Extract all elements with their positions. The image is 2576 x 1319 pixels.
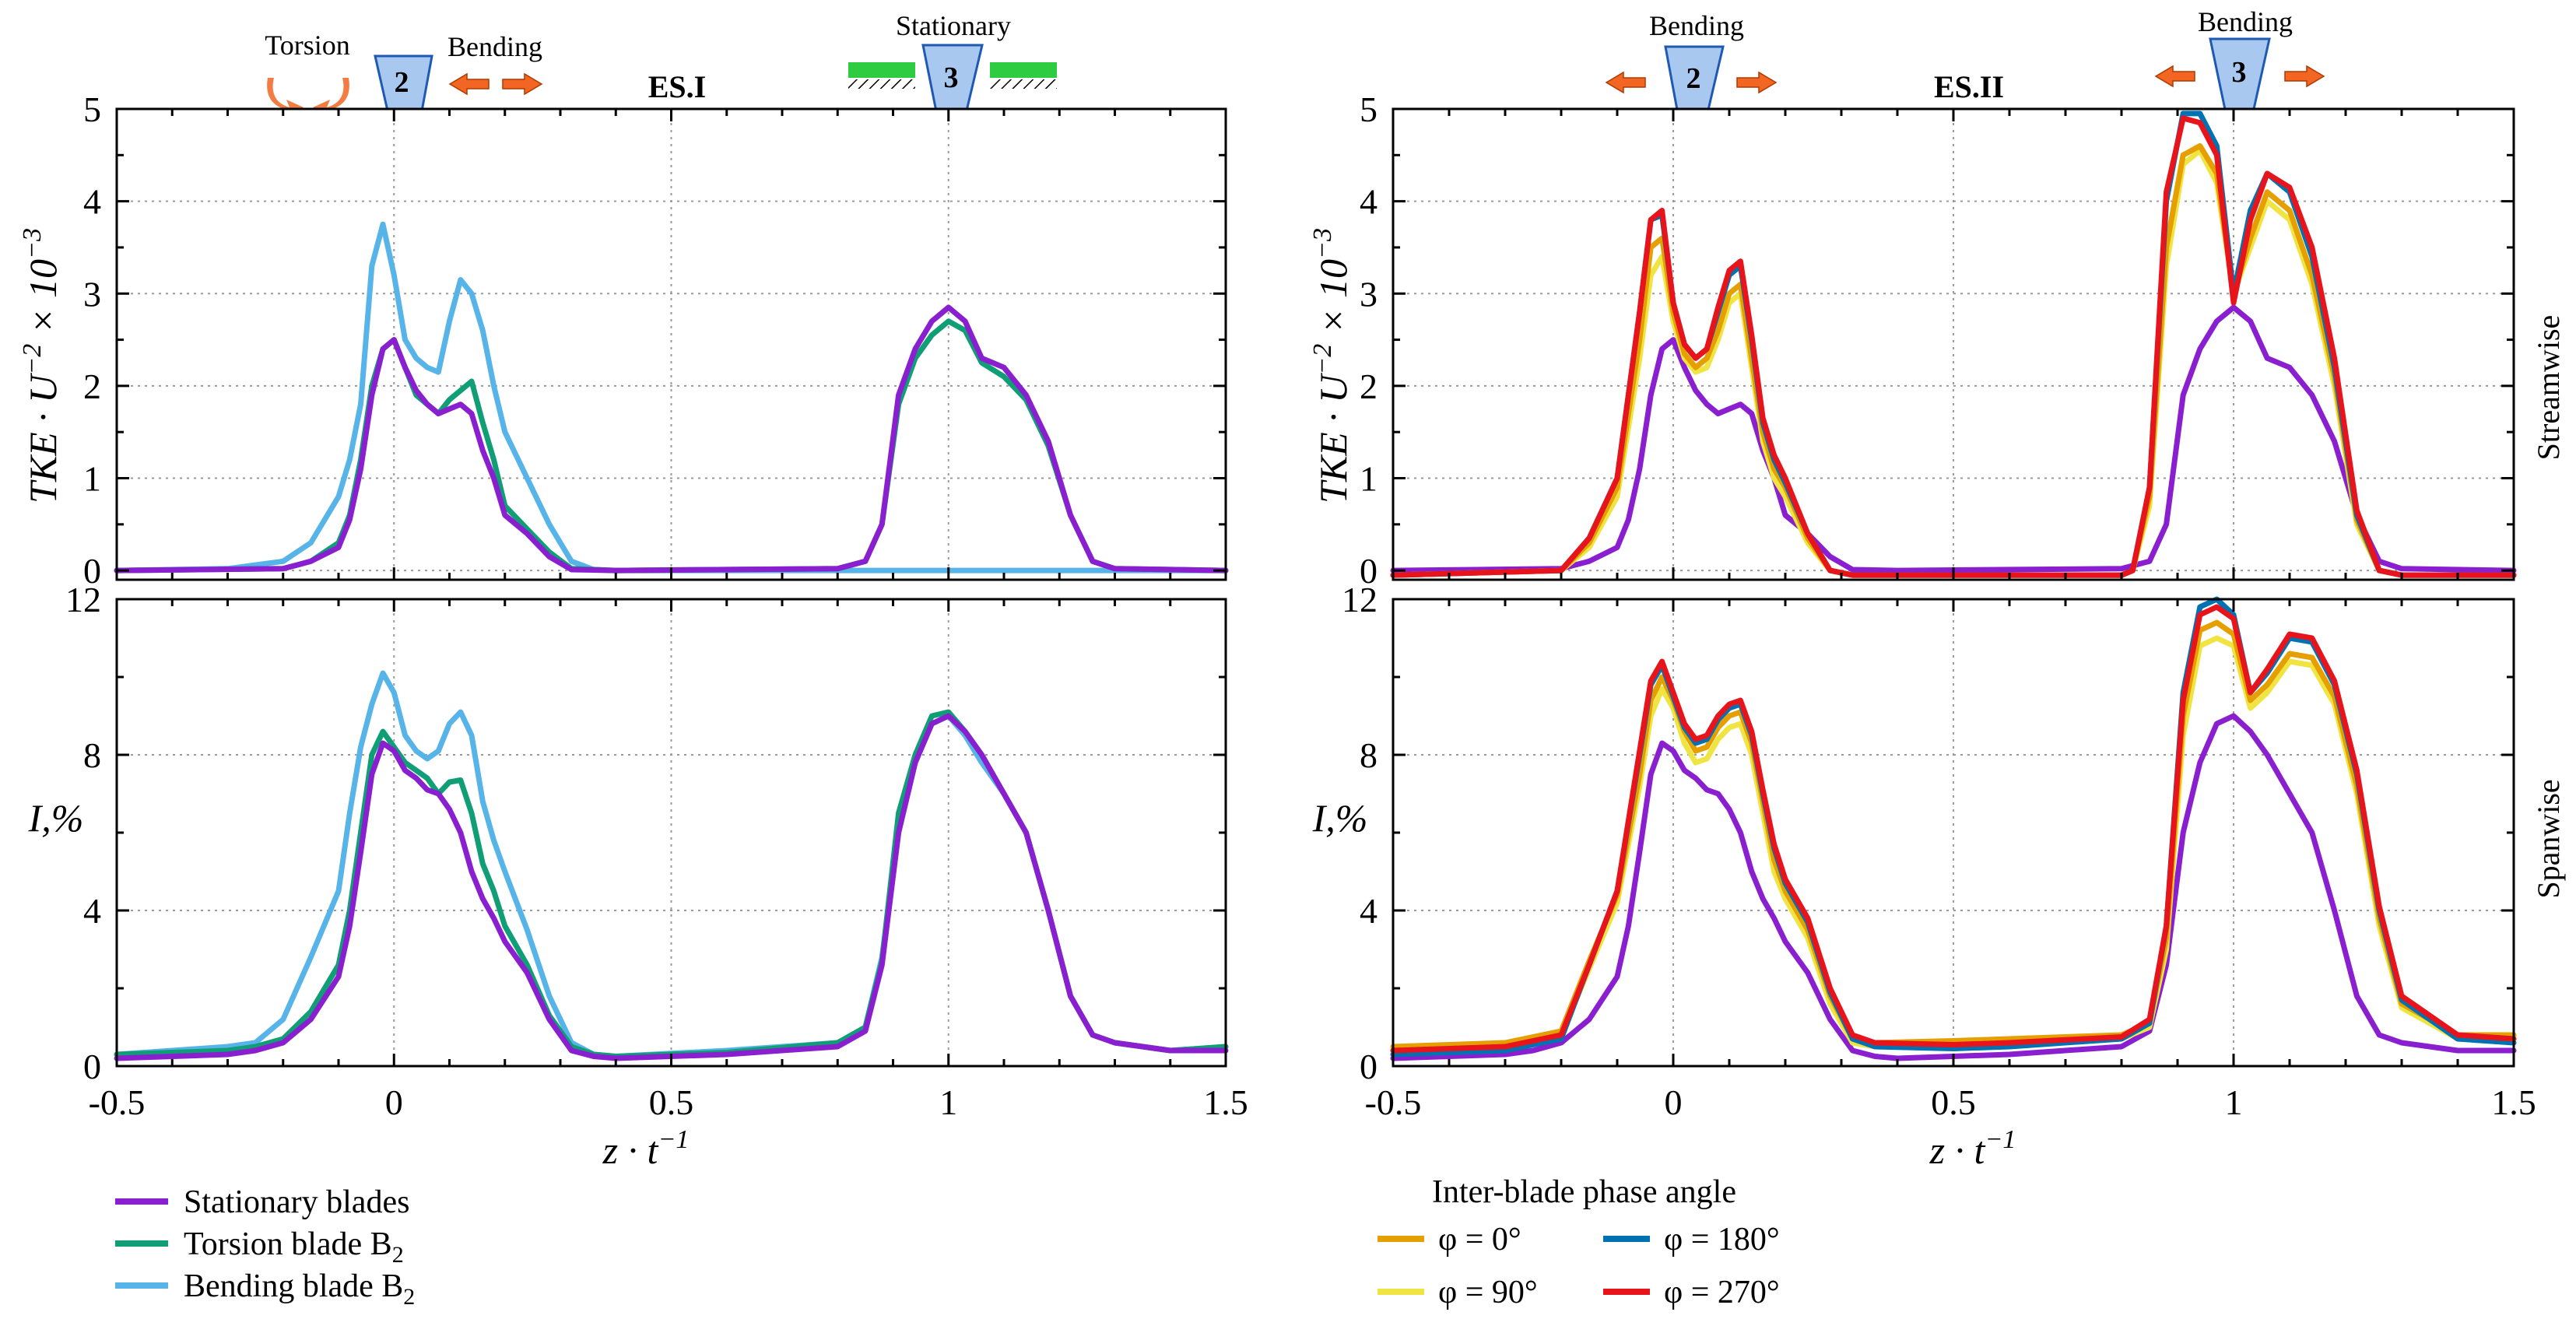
series-line-stationary	[114, 713, 1229, 1061]
ytick-label: 4	[1360, 182, 1377, 222]
ytick-label: 0	[1360, 551, 1377, 591]
bending-a-arrows-icon	[1605, 71, 1778, 94]
ylabel-right-top: TKE · U−2 × 10−3	[1308, 228, 1355, 503]
xtick-label: 0	[385, 1082, 403, 1122]
legend-right-title: Inter-blade phase angle	[1432, 1174, 1736, 1210]
ytick-label: 1	[1360, 459, 1377, 499]
legend-left: Stationary blades Torsion blade B2 Bendi…	[115, 1184, 415, 1310]
blade-3r-label: 3	[2232, 56, 2247, 89]
legend-right: Inter-blade phase angle φ = 0° φ = 180° …	[1377, 1174, 1780, 1310]
series-line-phi270	[1390, 604, 2517, 1054]
ytick-label: 3	[83, 274, 101, 314]
legend-label-stationary: Stationary blades	[184, 1184, 409, 1220]
torsion-arrows-icon	[267, 78, 349, 117]
xtick-label: 0.5	[649, 1082, 694, 1122]
blade-3-label: 3	[944, 61, 959, 94]
xtick-label: 1	[2225, 1082, 2243, 1122]
support-left-icon	[848, 62, 915, 89]
support-right-icon	[990, 62, 1057, 89]
xtick-label: 1	[939, 1082, 957, 1122]
ytick-label: 4	[83, 891, 101, 931]
series-line-phi270	[1390, 115, 2517, 578]
es1-label: ES.I	[648, 69, 707, 104]
legend-label-phi90: φ = 90°	[1438, 1275, 1538, 1310]
ytick-label: 4	[83, 182, 101, 222]
series-line-stationary	[114, 304, 1229, 574]
xtick-label: -0.5	[1365, 1082, 1422, 1122]
ytick-label: 0	[83, 551, 101, 591]
legend-label-phi270: φ = 270°	[1664, 1275, 1780, 1310]
series-line-bending	[114, 221, 1229, 574]
ytick-label: 8	[1360, 735, 1377, 775]
blade-2r-label: 2	[1686, 62, 1701, 95]
ytick-label: 3	[1360, 274, 1377, 314]
ytick-label: 0	[83, 1047, 101, 1086]
ytick-label: 8	[83, 735, 101, 775]
ytick-label: 12	[1342, 580, 1377, 619]
xtick-label: 0	[1665, 1082, 1683, 1122]
ytick-label: 4	[1360, 891, 1377, 931]
torsion-label: Torsion	[265, 30, 349, 61]
ytick-label: 5	[83, 89, 101, 129]
bending-b-arrows-icon	[2154, 65, 2325, 88]
blade-2-label: 2	[395, 66, 409, 99]
xlabel-left: z · t−1	[602, 1125, 690, 1172]
ylabel-right-bottom: I,%	[1312, 796, 1368, 840]
ytick-label: 2	[1360, 367, 1377, 406]
xtick-label: 1.5	[2491, 1082, 2536, 1122]
side-label-spanwise: Spanwise	[2531, 779, 2566, 898]
xtick-label: 0.5	[1931, 1082, 1976, 1122]
ytick-label: 0	[1360, 1047, 1377, 1086]
ytick-label: 12	[65, 580, 101, 619]
stationary-label: Stationary	[896, 10, 1011, 41]
ytick-label: 2	[83, 367, 101, 406]
ylabel-left-top: TKE · U−2 × 10−3	[18, 228, 65, 503]
ytick-label: 1	[83, 459, 101, 499]
series-line-stationary	[1390, 713, 2517, 1061]
bending-label: Bending	[447, 31, 542, 62]
side-label-streamwise: Streamwise	[2531, 315, 2566, 461]
ylabel-left-bottom: I,%	[28, 796, 84, 840]
bending-arrows-icon	[448, 72, 543, 96]
ytick-label: 5	[1360, 89, 1377, 129]
bending-a-label: Bending	[1649, 10, 1744, 41]
legend-label-bending: Bending blade B2	[184, 1268, 415, 1310]
es2-label: ES.II	[1934, 69, 2004, 104]
panel-left-top: 0 1 2 3 4 5	[83, 89, 1229, 591]
xtick-label: 1.5	[1203, 1082, 1248, 1122]
legend-label-phi0: φ = 0°	[1438, 1222, 1521, 1258]
legend-label-torsion: Torsion blade B2	[184, 1226, 404, 1268]
panel-right-top: 0 1 2 3 4 5	[1360, 89, 2517, 591]
legend-label-phi180: φ = 180°	[1664, 1222, 1780, 1258]
bending-b-label: Bending	[2198, 6, 2293, 37]
xtick-label: -0.5	[89, 1082, 146, 1122]
xlabel-right: z · t−1	[1929, 1125, 2016, 1172]
